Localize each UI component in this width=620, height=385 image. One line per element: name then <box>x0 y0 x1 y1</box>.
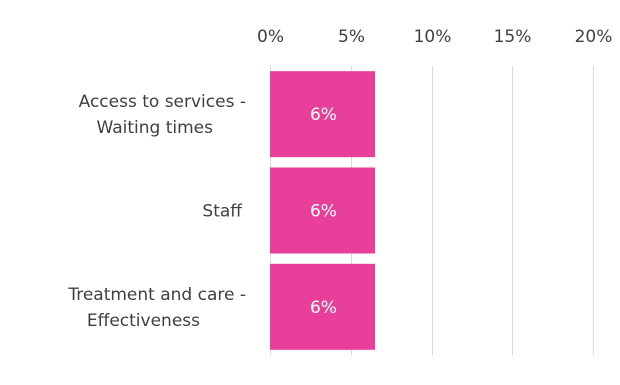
bar-2 <box>270 263 375 350</box>
bar-0 <box>270 71 375 158</box>
category-label-line: Waiting times <box>97 118 214 138</box>
category-label-line: Staff <box>202 202 243 222</box>
bar-1 <box>270 167 375 254</box>
data-label-0: 6% <box>310 105 337 125</box>
x-tick-label-3: 15% <box>494 27 532 47</box>
data-label-1: 6% <box>310 202 337 222</box>
x-tick-label-2: 10% <box>414 27 452 47</box>
x-tick-label-1: 5% <box>338 27 365 47</box>
category-label-line: Access to services - <box>79 92 246 112</box>
x-axis-tick-labels: 0% 5% 10% 15% 20% <box>257 27 612 47</box>
category-label-2: Treatment and care - Effectiveness <box>67 285 246 331</box>
category-label-line: Effectiveness <box>87 311 200 331</box>
x-tick-label-4: 20% <box>575 27 613 47</box>
category-labels: Access to services - Waiting times Staff Tr… <box>67 92 246 331</box>
category-label-1: Staff <box>202 202 243 222</box>
category-label-0: Access to services - Waiting times <box>79 92 246 138</box>
x-tick-label-0: 0% <box>257 27 284 47</box>
data-labels: 6% 6% 6% <box>310 105 337 318</box>
bars <box>270 71 375 350</box>
data-label-2: 6% <box>310 298 337 318</box>
category-label-line: Treatment and care - <box>67 285 246 305</box>
